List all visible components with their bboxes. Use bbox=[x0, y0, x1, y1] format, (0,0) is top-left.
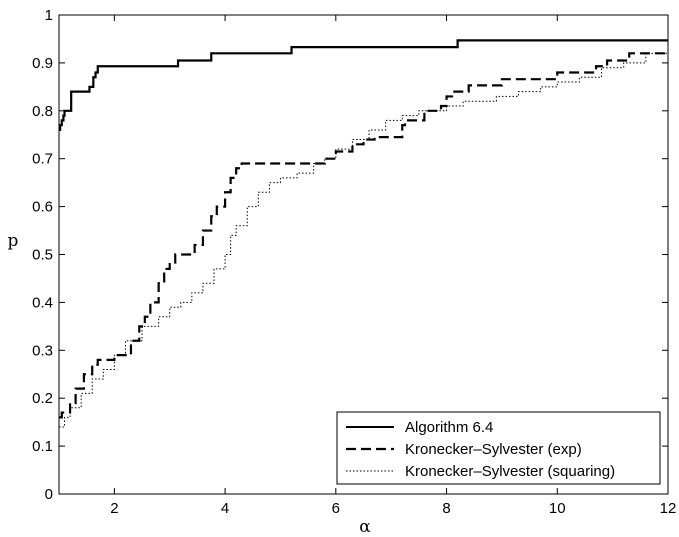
y-tick-label: 0 bbox=[45, 486, 53, 503]
y-tick-label: 0.9 bbox=[32, 55, 53, 72]
y-tick-label: 0.8 bbox=[32, 103, 53, 120]
x-tick-label: 8 bbox=[442, 500, 450, 517]
series-line-2 bbox=[59, 43, 669, 428]
series-line-0 bbox=[59, 39, 668, 132]
series-layer bbox=[59, 39, 669, 428]
legend-label-algorithm: Algorithm 6.4 bbox=[405, 419, 493, 436]
y-tick-label: 0.3 bbox=[32, 342, 53, 359]
y-tick-label: 0.2 bbox=[32, 390, 53, 407]
legend-label-exp: Kronecker–Sylvester (exp) bbox=[405, 441, 582, 458]
y-axis-label: p bbox=[8, 231, 19, 251]
x-axis-label: α bbox=[359, 517, 371, 537]
y-tick-label: 0.7 bbox=[32, 151, 53, 168]
x-tick-label: 12 bbox=[660, 500, 677, 517]
legend-label-squaring: Kronecker–Sylvester (squaring) bbox=[405, 463, 615, 480]
x-tick-label: 10 bbox=[549, 500, 566, 517]
y-tick-label: 0.4 bbox=[32, 294, 53, 311]
y-tick-label: 0.6 bbox=[32, 199, 53, 216]
ticks-layer: 2 4 6 8 10 12 0 0.1 0.2 0.3 0.4 0.5 0.6 0.7 0.8 0.9 1 bbox=[32, 7, 676, 517]
x-tick-label: 4 bbox=[221, 500, 229, 517]
legend-box bbox=[336, 411, 661, 485]
x-tick-label: 2 bbox=[110, 500, 118, 517]
y-tick-label: 0.5 bbox=[32, 247, 53, 264]
x-tick-label: 6 bbox=[332, 500, 340, 517]
legend: Algorithm 6.4 Kronecker–Sylvester (exp) … bbox=[336, 411, 661, 485]
y-tick-label: 1 bbox=[45, 7, 53, 24]
series-line-1 bbox=[59, 52, 668, 419]
y-tick-label: 0.1 bbox=[32, 438, 53, 455]
